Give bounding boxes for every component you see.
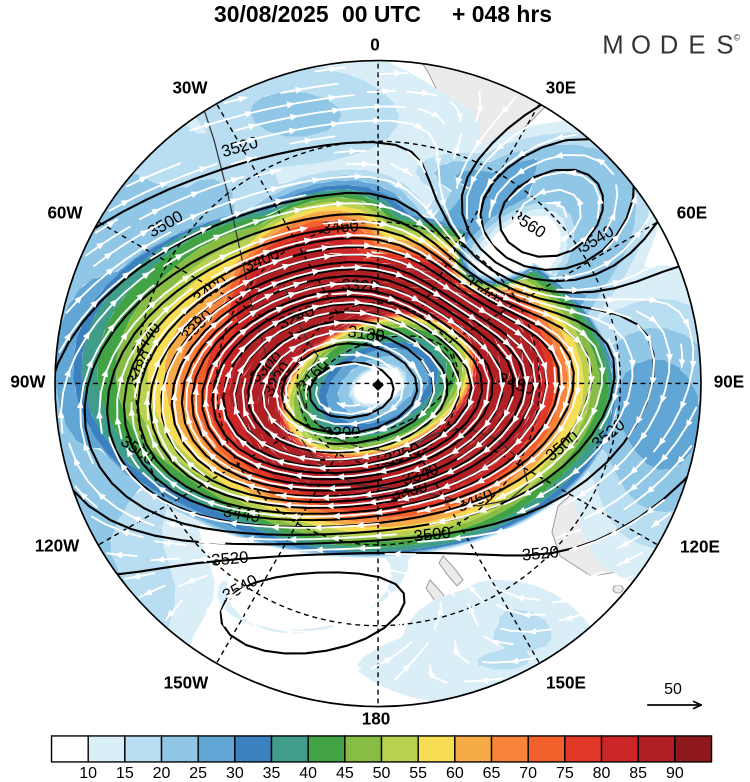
svg-text:D: D (660, 32, 679, 60)
svg-text:20: 20 (153, 765, 171, 782)
svg-text:40: 40 (299, 765, 317, 782)
svg-text:70: 70 (519, 765, 537, 782)
svg-text:120E: 120E (680, 537, 720, 556)
svg-text:50: 50 (664, 681, 682, 698)
svg-text:S: S (716, 32, 733, 60)
svg-text:©: © (734, 32, 741, 42)
svg-text:O: O (631, 32, 651, 60)
svg-text:90: 90 (666, 765, 684, 782)
svg-text:00 UTC: 00 UTC (342, 1, 421, 27)
svg-text:30: 30 (226, 765, 244, 782)
svg-text:3200: 3200 (323, 423, 360, 443)
svg-text:90W: 90W (10, 372, 46, 391)
svg-text:50: 50 (373, 765, 391, 782)
svg-text:90E: 90E (714, 372, 744, 391)
svg-text:35: 35 (263, 765, 281, 782)
svg-text:15: 15 (116, 765, 134, 782)
svg-text:65: 65 (483, 765, 501, 782)
svg-text:3520: 3520 (521, 542, 560, 564)
svg-text:60: 60 (446, 765, 464, 782)
svg-text:0: 0 (370, 35, 380, 54)
svg-text:150E: 150E (546, 673, 586, 692)
svg-text:180: 180 (362, 709, 390, 728)
svg-text:3520: 3520 (211, 548, 250, 570)
svg-text:60E: 60E (677, 203, 707, 222)
svg-text:120W: 120W (35, 536, 80, 555)
svg-text:30/08/2025: 30/08/2025 (214, 1, 329, 27)
svg-text:M: M (602, 32, 623, 60)
svg-text:10: 10 (79, 765, 97, 782)
svg-text:55: 55 (409, 765, 427, 782)
svg-text:+ 048 hrs: + 048 hrs (452, 1, 552, 27)
svg-text:30W: 30W (172, 78, 208, 97)
svg-text:150W: 150W (164, 673, 209, 692)
svg-text:60W: 60W (47, 203, 83, 222)
svg-text:85: 85 (629, 765, 647, 782)
svg-text:45: 45 (336, 765, 354, 782)
svg-text:25: 25 (189, 765, 207, 782)
svg-text:75: 75 (556, 765, 574, 782)
svg-text:30E: 30E (546, 78, 576, 97)
svg-text:E: E (688, 32, 705, 60)
svg-text:80: 80 (593, 765, 611, 782)
